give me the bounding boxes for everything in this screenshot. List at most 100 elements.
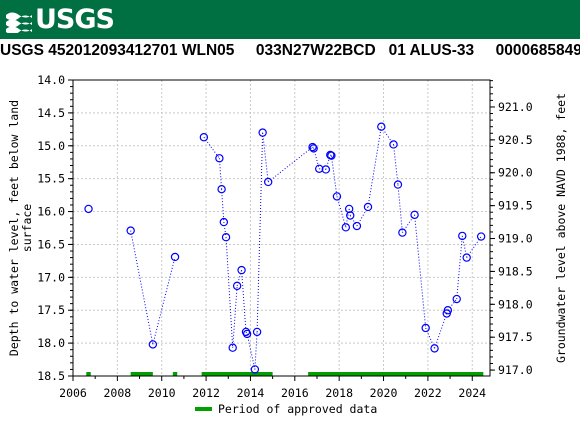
- series-connector: [256, 132, 264, 332]
- y-axis-right: 921.0 920.5 920.0 919.5 919.0 918.5 918.0 917.5…: [490, 80, 533, 377]
- data-point: [199, 133, 209, 142]
- x-tick-label: 2006: [59, 386, 87, 400]
- x-axis: 2006 2008 2010 2012 2014 2016 2018 2020 2022 2024: [59, 376, 486, 400]
- y-tick-label: 14.0: [37, 73, 65, 87]
- series-connector: [330, 155, 338, 197]
- x-tick-label: 2014: [237, 386, 265, 400]
- data-point: [170, 252, 180, 262]
- data-point: [443, 306, 453, 315]
- y-tick-label: 15.5: [37, 172, 65, 186]
- y2-tick-label: 919.0: [498, 232, 533, 246]
- series-connector: [325, 154, 331, 170]
- y-axis-title-left-line2: surface: [20, 204, 34, 253]
- y2-tick-label: 917.5: [498, 330, 533, 344]
- y-tick-label: 18.0: [37, 336, 65, 350]
- data-point: [476, 232, 486, 241]
- series-connector: [232, 285, 238, 348]
- series-connector: [262, 132, 269, 183]
- approved-period-bar: [201, 372, 273, 376]
- data-point: [228, 343, 237, 352]
- data-point: [263, 177, 273, 187]
- series-connector: [393, 144, 399, 185]
- plot-frame: [72, 79, 491, 377]
- legend-label: Period of approved data: [218, 402, 377, 416]
- y-tick-label: 17.5: [37, 303, 65, 317]
- series-connector: [254, 331, 258, 370]
- data-point: [250, 365, 260, 374]
- series-connector: [466, 236, 482, 258]
- data-point: [430, 344, 439, 353]
- y-tick-label: 15.0: [37, 139, 65, 153]
- y2-tick-label: 921.0: [498, 100, 533, 114]
- series-connector: [330, 154, 332, 157]
- x-tick-label: 2020: [370, 386, 398, 400]
- plot-background: [73, 80, 490, 376]
- series-connector: [245, 331, 248, 335]
- data-point: [217, 184, 226, 194]
- data-point: [363, 202, 373, 212]
- series-connector: [152, 256, 176, 345]
- data-point: [221, 233, 231, 242]
- y-tick-label: 17.0: [37, 270, 65, 284]
- data-point: [341, 223, 351, 232]
- x-tick-label: 2024: [458, 386, 486, 400]
- series-connector: [434, 313, 448, 349]
- y2-tick-label: 920.5: [498, 133, 533, 147]
- x-tick-label: 2018: [325, 386, 353, 400]
- data-point: [237, 265, 246, 275]
- data-point: [421, 323, 430, 333]
- y-tick-label: 16.5: [37, 237, 65, 251]
- y-axis-title-right: Groundwater level above NAVD 1988, feet: [554, 93, 568, 363]
- y2-tick-label: 917.0: [498, 363, 533, 377]
- y-tick-label: 18.5: [37, 369, 65, 383]
- approved-periods: [86, 372, 484, 376]
- approved-period-bar: [308, 372, 484, 376]
- series-connector: [225, 237, 234, 348]
- grid-lines: [72, 80, 490, 376]
- data-point: [410, 210, 419, 220]
- x-tick-label: 2010: [148, 386, 176, 400]
- series-connector: [203, 136, 220, 159]
- data-point: [393, 180, 403, 189]
- series-connector: [446, 310, 449, 314]
- y-tick-label: 16.0: [37, 205, 65, 219]
- series-connector: [221, 189, 225, 223]
- usgs-wave-icon: [6, 6, 32, 33]
- data-point: [126, 226, 135, 235]
- data-point: [452, 294, 461, 304]
- legend: Period of approved data: [195, 402, 377, 416]
- y-axis-left: 14.0 14.5 15.0 15.5 16.0 16.5 17.0 17.5 18.0 18.5: [37, 73, 73, 383]
- y2-tick-label: 920.0: [498, 166, 533, 180]
- data-point: [148, 340, 158, 349]
- series-connector: [246, 333, 256, 370]
- series-connector: [397, 184, 403, 233]
- data-point: [215, 154, 224, 163]
- site-title: USGS 452012093412701 WLN05 033N27W22BCD …: [0, 42, 580, 59]
- series-connector: [241, 270, 247, 332]
- usgs-logo[interactable]: USGS: [6, 4, 115, 35]
- y2-tick-label: 918.0: [498, 297, 533, 311]
- series-connector: [414, 214, 427, 329]
- legend-swatch: [195, 407, 212, 411]
- data-point: [389, 140, 398, 149]
- data-point: [232, 281, 242, 291]
- data-point: [321, 165, 331, 174]
- data-point: [346, 211, 355, 220]
- data-point: [84, 204, 93, 214]
- x-tick-label: 2008: [104, 386, 132, 400]
- approved-period-bar: [86, 372, 91, 376]
- data-point: [258, 128, 267, 137]
- data-point: [352, 221, 362, 231]
- usgs-logo-text: USGS: [35, 4, 115, 35]
- series-connector: [312, 146, 315, 149]
- x-tick-label: 2022: [414, 386, 442, 400]
- approved-period-bar: [130, 372, 153, 376]
- y-axis-title-left-line1: Depth to water level, feet below land: [7, 100, 21, 356]
- data-point: [462, 253, 471, 262]
- series-connector: [223, 222, 227, 238]
- y-tick-label: 14.5: [37, 106, 65, 120]
- data-point: [219, 217, 229, 227]
- series-connector: [218, 158, 223, 190]
- data-series: [84, 122, 486, 374]
